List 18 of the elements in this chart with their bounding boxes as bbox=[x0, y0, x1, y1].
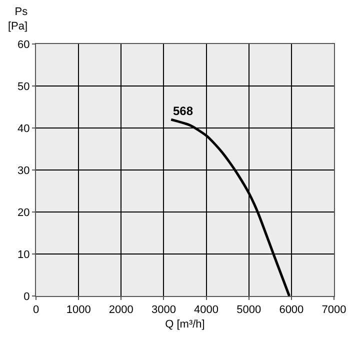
x-tick-label: 3000 bbox=[151, 304, 176, 316]
y-tick-label: 10 bbox=[18, 248, 30, 261]
x-axis-title: Q [m³/h] bbox=[165, 318, 205, 330]
y-tick-label: 60 bbox=[18, 38, 30, 51]
y-tick-label: 0 bbox=[24, 290, 30, 303]
x-tick-label: 6000 bbox=[279, 304, 304, 316]
x-tick-label: 2000 bbox=[108, 304, 134, 316]
annotation: 568 bbox=[173, 104, 194, 118]
x-tick-label: 4000 bbox=[194, 304, 219, 316]
x-tick-label: 1000 bbox=[66, 304, 91, 316]
y-tick-label: 40 bbox=[18, 122, 30, 135]
y-tick-label: 20 bbox=[18, 206, 30, 219]
y-tick-label: 50 bbox=[18, 80, 30, 93]
y-tick-label: 30 bbox=[18, 164, 30, 177]
y-axis-title: Ps [Pa] bbox=[8, 6, 28, 32]
x-tick-label: 0 bbox=[32, 304, 40, 316]
x-tick-label: 7000 bbox=[322, 304, 346, 316]
x-tick-label: 5000 bbox=[236, 304, 262, 316]
